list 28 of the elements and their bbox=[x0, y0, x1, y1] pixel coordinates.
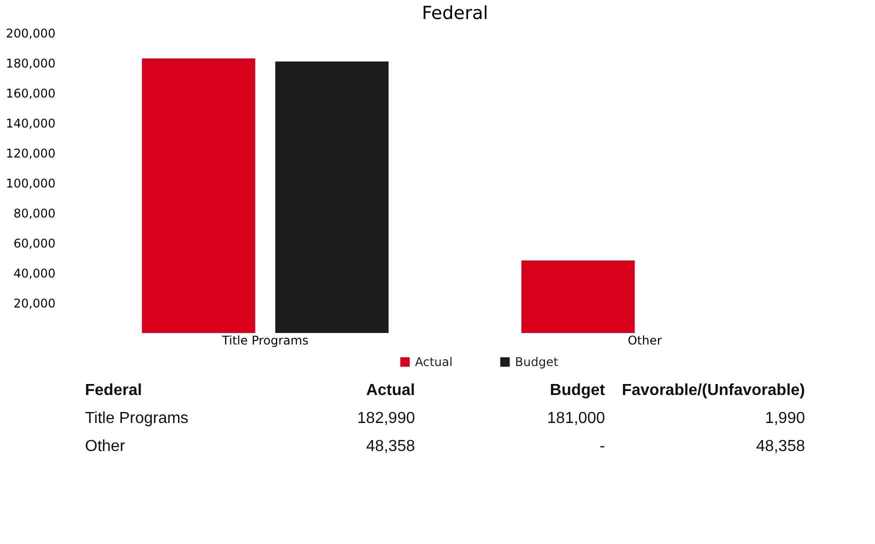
legend-label: Actual bbox=[415, 355, 453, 369]
y-tick-label: 140,000 bbox=[6, 116, 56, 130]
text: - bbox=[600, 438, 605, 455]
text: 1,990 bbox=[764, 410, 806, 427]
text: Favorable/(Unfavorable) bbox=[622, 382, 805, 399]
text: Federal bbox=[85, 382, 142, 399]
y-tick-label: 180,000 bbox=[6, 56, 56, 70]
text: 182,990 bbox=[357, 410, 416, 427]
text: Budget bbox=[550, 382, 606, 399]
chart-title: Federal bbox=[422, 3, 488, 24]
y-tick-label: 60,000 bbox=[14, 236, 56, 250]
text: Other bbox=[85, 438, 126, 455]
text: 48,358 bbox=[366, 438, 416, 455]
text: Title Programs bbox=[85, 410, 188, 427]
y-tick-label: 80,000 bbox=[14, 206, 56, 220]
bar bbox=[521, 260, 635, 333]
text: Actual bbox=[366, 382, 415, 399]
y-tick-label: 40,000 bbox=[14, 266, 56, 280]
y-tick-label: 100,000 bbox=[6, 176, 56, 190]
bar bbox=[275, 62, 389, 333]
y-tick-label: 20,000 bbox=[14, 296, 56, 310]
bar bbox=[142, 58, 256, 333]
y-tick-label: 200,000 bbox=[6, 26, 56, 40]
text: 48,358 bbox=[756, 438, 806, 455]
text: 181,000 bbox=[547, 410, 606, 427]
y-tick-label: 120,000 bbox=[6, 146, 56, 160]
y-tick-label: 160,000 bbox=[6, 86, 56, 100]
legend-label: Budget bbox=[515, 355, 558, 369]
